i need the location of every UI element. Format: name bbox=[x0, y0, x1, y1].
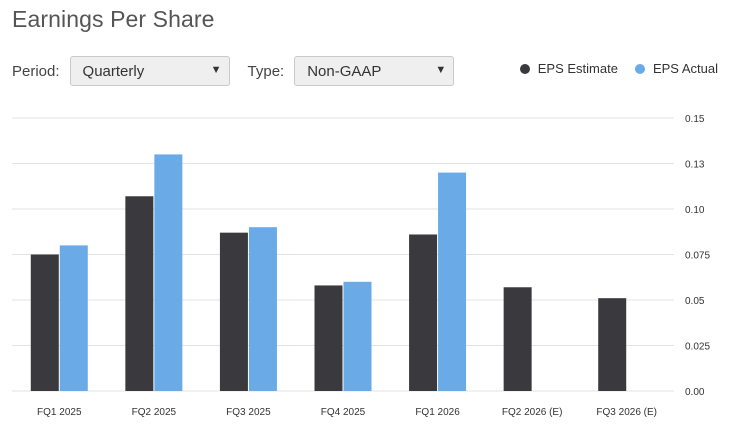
legend-estimate-label: EPS Estimate bbox=[537, 61, 618, 76]
bar-actual bbox=[343, 281, 372, 391]
y-tick-label: 0.025 bbox=[685, 342, 710, 353]
y-tick-label: 0.00 bbox=[685, 387, 705, 398]
bar-estimate bbox=[30, 254, 59, 391]
y-tick-label: 0.10 bbox=[685, 205, 705, 216]
bar-actual bbox=[438, 172, 467, 391]
x-tick-label: FQ2 2026 (E) bbox=[502, 407, 563, 418]
bar-estimate bbox=[219, 232, 248, 391]
bar-estimate bbox=[503, 287, 532, 391]
y-tick-label: 0.075 bbox=[685, 251, 710, 262]
legend-actual-swatch bbox=[634, 63, 645, 74]
page-title: Earnings Per Share bbox=[12, 6, 215, 32]
legend-estimate-swatch bbox=[519, 63, 530, 74]
dropdown-arrow-icon: ▼ bbox=[435, 64, 447, 76]
legend-item-actual[interactable]: EPS Actual bbox=[634, 61, 718, 76]
period-select[interactable]: Quarterly ▼ bbox=[69, 56, 230, 86]
x-tick-label: FQ3 2025 bbox=[226, 407, 271, 418]
bar-actual bbox=[154, 154, 183, 391]
chart-legend: EPS Estimate EPS Actual bbox=[519, 61, 718, 76]
bar-estimate bbox=[314, 285, 343, 391]
y-tick-label: 0.15 bbox=[685, 114, 705, 125]
period-label: Period: bbox=[12, 62, 60, 80]
legend-actual-label: EPS Actual bbox=[652, 61, 718, 76]
chart-controls: Period: Quarterly ▼ Type: Non-GAAP ▼ bbox=[12, 56, 455, 86]
bar-actual bbox=[248, 227, 277, 391]
period-value: Quarterly bbox=[82, 62, 145, 80]
x-tick-label: FQ2 2025 bbox=[132, 407, 177, 418]
x-tick-label: FQ1 2026 bbox=[415, 407, 460, 418]
type-label: Type: bbox=[247, 62, 285, 80]
type-value: Non-GAAP bbox=[307, 62, 382, 80]
y-tick-label: 0.05 bbox=[685, 296, 705, 307]
x-tick-label: FQ1 2025 bbox=[37, 407, 82, 418]
bar-actual bbox=[59, 245, 88, 391]
y-tick-label: 0.13 bbox=[685, 160, 705, 171]
bar-estimate bbox=[125, 196, 154, 391]
bar-estimate bbox=[409, 234, 438, 391]
type-select[interactable]: Non-GAAP ▼ bbox=[294, 56, 455, 86]
legend-item-estimate[interactable]: EPS Estimate bbox=[519, 61, 618, 76]
bar-estimate bbox=[598, 298, 627, 391]
x-tick-label: FQ3 2026 (E) bbox=[596, 407, 657, 418]
dropdown-arrow-icon: ▼ bbox=[210, 64, 222, 76]
x-tick-label: FQ4 2025 bbox=[321, 407, 366, 418]
